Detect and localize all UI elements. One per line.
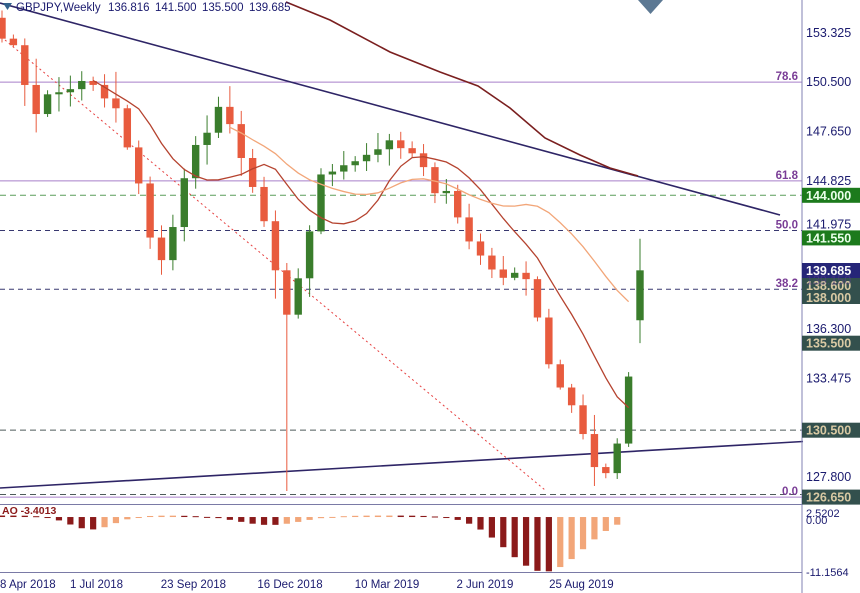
svg-text:AO -3.4013: AO -3.4013 (2, 505, 56, 517)
svg-text:16 Dec 2018: 16 Dec 2018 (257, 579, 322, 591)
svg-text:135.500: 135.500 (202, 2, 244, 14)
svg-text:147.650: 147.650 (806, 125, 851, 139)
svg-text:130.500: 130.500 (806, 424, 851, 438)
svg-text:38.2: 38.2 (776, 278, 798, 290)
svg-text:-11.1564: -11.1564 (806, 567, 849, 579)
svg-text:127.800: 127.800 (806, 470, 851, 484)
svg-text:138.000: 138.000 (806, 291, 851, 305)
svg-text:136.816: 136.816 (108, 2, 150, 14)
svg-text:0.00: 0.00 (806, 515, 827, 527)
svg-text:144.000: 144.000 (806, 189, 851, 203)
svg-text:150.500: 150.500 (806, 75, 851, 89)
svg-text:1 Jul 2018: 1 Jul 2018 (70, 579, 123, 591)
svg-text:139.150: 139.150 (806, 274, 851, 288)
svg-text:23 Sep 2018: 23 Sep 2018 (161, 579, 226, 591)
svg-text:141.500: 141.500 (155, 2, 197, 14)
svg-text:10 Mar 2019: 10 Mar 2019 (355, 579, 420, 591)
svg-text:0.0: 0.0 (782, 486, 798, 498)
svg-text:141.975: 141.975 (806, 218, 851, 232)
svg-text:141.550: 141.550 (806, 231, 851, 245)
svg-text:8 Apr 2018: 8 Apr 2018 (0, 579, 56, 591)
svg-text:136.300: 136.300 (806, 322, 851, 336)
svg-text:153.325: 153.325 (806, 26, 851, 40)
svg-text:133.475: 133.475 (806, 371, 851, 385)
svg-text:61.8: 61.8 (776, 170, 799, 182)
svg-text:2 Jun 2019: 2 Jun 2019 (456, 579, 513, 591)
svg-text:50.0: 50.0 (776, 220, 798, 232)
svg-text:GBPJPY,Weekly: GBPJPY,Weekly (16, 2, 101, 14)
svg-text:144.825: 144.825 (806, 174, 851, 188)
svg-text:126.650: 126.650 (806, 491, 851, 505)
svg-text:25 Aug 2019: 25 Aug 2019 (549, 579, 614, 591)
svg-text:78.6: 78.6 (776, 71, 798, 83)
svg-text:135.500: 135.500 (806, 337, 851, 351)
svg-text:139.685: 139.685 (249, 2, 291, 14)
